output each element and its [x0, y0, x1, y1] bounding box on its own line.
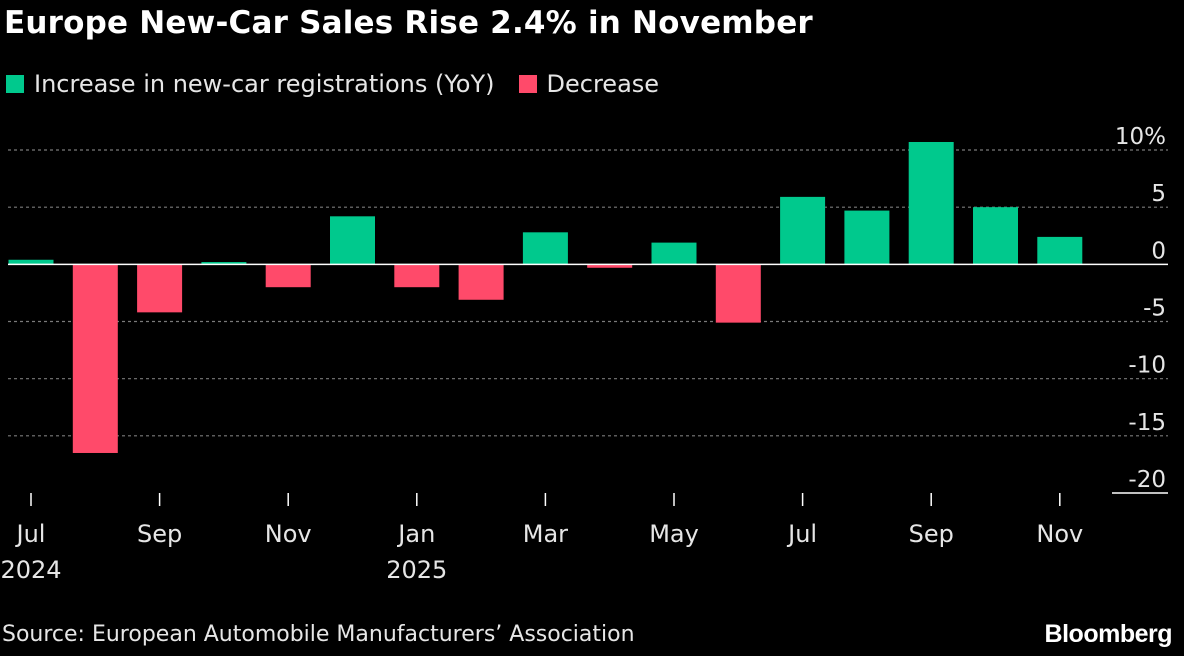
source-note: Source: European Automobile Manufacturer…	[2, 622, 635, 647]
bar-chart: 10% 5 0 -5 -10 -15 -20 Jul 2024 Sep Nov Jan 2025 Mar M…	[0, 124, 1168, 584]
y-tick-label: -10	[1128, 353, 1166, 379]
legend-label-increase: Increase in new-car registrations (YoY)	[34, 70, 495, 98]
x-tick-label: Mar	[523, 520, 568, 548]
legend: Increase in new-car registrations (YoY) …	[6, 68, 683, 100]
x-tick-label: Jul	[786, 520, 817, 548]
bar-increase	[330, 216, 375, 265]
x-tick-year-label: 2024	[0, 556, 61, 584]
bar-decrease	[587, 264, 633, 268]
y-tick-label: 0	[1151, 238, 1166, 264]
x-tick-label: Sep	[909, 520, 954, 548]
legend-label-decrease: Decrease	[546, 70, 660, 98]
x-tick-label: Nov	[1036, 520, 1083, 548]
y-tick-label: 5	[1151, 181, 1166, 207]
bloomberg-logo: Bloomberg	[1044, 620, 1173, 648]
bar-decrease	[394, 264, 440, 288]
legend-item-decrease: Decrease	[518, 68, 660, 100]
bar-increase	[973, 207, 1018, 265]
x-tick-label: May	[649, 520, 699, 548]
x-tick-label: Jul	[15, 520, 46, 548]
bar-increase	[651, 242, 697, 265]
x-tick-label: Nov	[265, 520, 312, 548]
legend-swatch-decrease	[518, 75, 537, 93]
bar-decrease	[458, 264, 504, 300]
bar-decrease	[72, 264, 118, 453]
bar-decrease	[137, 264, 183, 313]
x-tick-label: Jan	[396, 520, 435, 548]
legend-item-increase: Increase in new-car registrations (YoY)	[6, 68, 495, 100]
chart-title: Europe New-Car Sales Rise 2.4% in Novemb…	[4, 5, 813, 41]
x-tick-label: Sep	[137, 520, 182, 548]
bar-increase	[201, 262, 247, 265]
y-tick-label: -15	[1128, 410, 1166, 436]
bar-decrease	[715, 264, 761, 323]
x-tick-year-label: 2025	[386, 556, 447, 584]
bar-decrease	[265, 264, 311, 288]
y-tick-label: -5	[1143, 296, 1166, 322]
bar-increase	[522, 232, 568, 265]
bar-increase	[8, 259, 54, 265]
y-tick-label: -20	[1128, 467, 1166, 493]
legend-swatch-increase	[6, 75, 24, 93]
bar-increase	[780, 196, 826, 265]
bar-increase	[844, 210, 890, 265]
y-tick-label: 10%	[1115, 124, 1166, 150]
bar-increase	[1037, 236, 1083, 265]
bar-increase	[908, 141, 954, 265]
